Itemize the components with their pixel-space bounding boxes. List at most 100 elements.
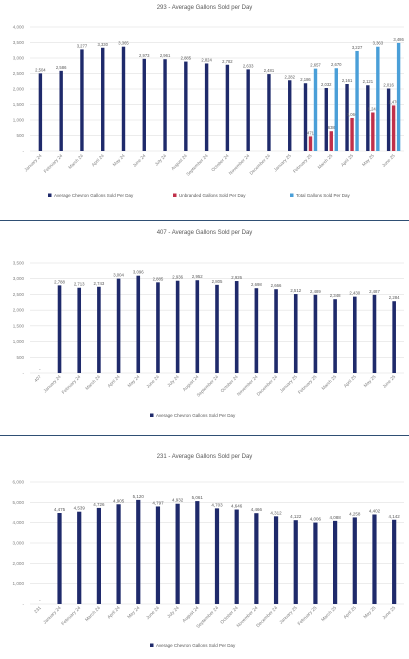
bar <box>77 287 82 373</box>
data-label: 2,504 <box>35 67 46 72</box>
bar <box>59 70 63 151</box>
x-tick-label: April 25 <box>343 374 358 389</box>
bar <box>386 88 391 151</box>
x-tick-label: October 24 <box>210 153 230 173</box>
bar <box>101 47 105 151</box>
x-tick-label: March 25 <box>321 374 338 391</box>
data-label: 5,061 <box>192 495 204 500</box>
data-label: 3,004 <box>113 273 124 278</box>
x-tick-label: February 25 <box>292 153 313 174</box>
x-tick-label: June 24 <box>145 374 160 389</box>
bar <box>273 516 279 604</box>
data-label: 2,016 <box>383 83 394 88</box>
data-label: 2,670 <box>331 62 342 67</box>
chart-panel-293: 293 - Average Gallons Sold per Day - 500 1,… <box>0 0 409 220</box>
data-label: 2,824 <box>201 57 212 62</box>
x-tick-label: June 25 <box>382 374 397 389</box>
data-label: 2,489 <box>310 289 321 294</box>
x-tick-label: May 25 <box>362 605 377 620</box>
data-label: 4,088 <box>329 515 341 520</box>
data-label: 1,470 <box>388 99 399 104</box>
legend-label: Average Chevron Gallons Sold Per Day <box>156 413 236 418</box>
chart-407: 407 - Average Gallons Sold per Day - 500 1,… <box>13 230 404 418</box>
y-tick-label: 3,500 <box>13 261 25 266</box>
bar <box>345 84 349 151</box>
y-tick-label: 3,500 <box>13 40 25 45</box>
y-tick-label: 1,000 <box>13 581 25 586</box>
bar <box>352 517 357 604</box>
x-tick-label: August 24 <box>181 605 199 623</box>
x-tick-label: May 24 <box>126 605 141 620</box>
y-tick-label: 6,000 <box>13 480 25 485</box>
x-tick-label: April 25 <box>342 605 357 620</box>
x-tick-label: August 24 <box>182 374 200 392</box>
x-tick-label: December 24 <box>255 605 278 628</box>
y-tick-label: 500 <box>16 133 24 138</box>
data-label: 2,586 <box>56 65 67 70</box>
y-tick-label: 3,000 <box>13 56 25 61</box>
bar <box>116 278 121 373</box>
bar <box>392 519 397 604</box>
legend-swatch <box>150 643 154 647</box>
bar <box>303 83 308 151</box>
y-tick-label: - <box>22 602 24 607</box>
x-tick-label: May 24 <box>112 153 126 167</box>
bar <box>372 514 377 604</box>
bar <box>163 59 167 151</box>
bar <box>136 499 141 604</box>
data-label: 3,363 <box>373 41 384 46</box>
x-tick-label: February 24 <box>60 605 81 626</box>
bar <box>308 136 313 151</box>
x-tick-label: 407 <box>33 374 42 383</box>
bar <box>234 509 239 604</box>
x-tick-label: March 24 <box>84 605 101 622</box>
data-label: 638 <box>328 125 336 130</box>
x-tick-label: March 25 <box>320 605 337 622</box>
x-tick-label: February 24 <box>61 374 82 395</box>
data-label: 4,726 <box>93 502 105 507</box>
x-tick-label: October 24 <box>220 374 240 394</box>
legend-swatch <box>173 193 177 197</box>
data-label: 2,936 <box>172 275 183 280</box>
x-tick-label: October 24 <box>219 605 239 625</box>
data-label: 4,006 <box>310 517 322 522</box>
y-tick-label: 5,000 <box>13 500 25 505</box>
y-tick-label: - <box>23 371 25 376</box>
bar <box>246 69 250 151</box>
data-label: 2,782 <box>222 59 233 64</box>
x-tick-label: January 25 <box>279 374 299 394</box>
x-tick-label: January 24 <box>42 374 62 394</box>
bar <box>80 49 84 152</box>
x-tick-label: March 25 <box>317 153 334 170</box>
bar <box>175 280 180 373</box>
y-tick-label: 2,500 <box>13 71 25 76</box>
data-label: 1,066 <box>347 112 358 117</box>
bar <box>313 294 318 373</box>
bar <box>313 522 318 604</box>
data-label: 2,788 <box>54 279 65 284</box>
x-tick-label: December 24 <box>256 374 279 397</box>
x-tick-label: June 24 <box>132 153 147 168</box>
data-label: 2,885 <box>153 276 164 281</box>
chart-title: 231 - Average Gallons Sold per Day <box>157 454 253 460</box>
y-tick-label: 3,000 <box>13 541 25 546</box>
y-tick-label: 1,000 <box>13 118 25 123</box>
bar <box>350 117 354 151</box>
bar <box>313 68 318 151</box>
data-label: 3,096 <box>133 270 144 275</box>
x-tick-label: January 24 <box>23 153 43 173</box>
y-tick-label: 2,000 <box>13 308 25 313</box>
bar <box>142 58 146 151</box>
data-label: 2,926 <box>231 275 242 280</box>
x-tick-label: September 24 <box>185 153 209 177</box>
bar <box>333 299 337 373</box>
bar <box>156 282 160 373</box>
bar <box>254 288 259 373</box>
data-label: 5,120 <box>133 494 145 499</box>
data-label: 2,487 <box>369 289 380 294</box>
chart-panel-231: 231 - Average Gallons Sold per Day - 1,000… <box>0 436 409 659</box>
data-label: 4,905 <box>113 498 125 503</box>
data-label: 4,402 <box>369 508 381 513</box>
bar <box>225 64 230 151</box>
bar <box>195 280 200 373</box>
